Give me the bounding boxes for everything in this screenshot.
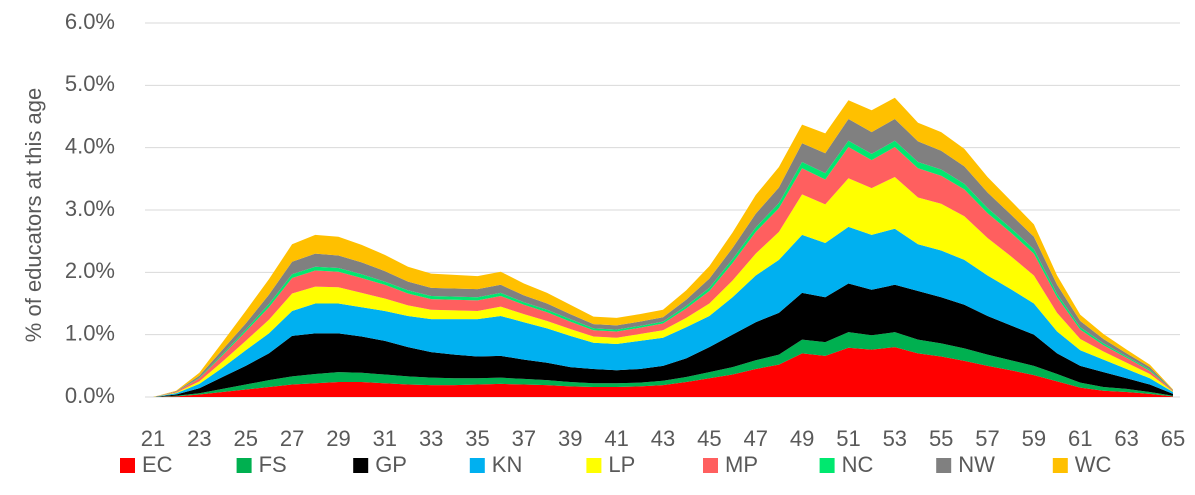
legend-swatch <box>120 458 135 473</box>
x-tick-label: 29 <box>326 426 350 451</box>
legend-swatch <box>936 458 952 473</box>
x-tick-label: 35 <box>465 426 489 451</box>
area <box>153 332 1173 397</box>
legend-label: GP <box>375 452 407 477</box>
legend-swatch <box>586 458 602 473</box>
x-tick-label: 55 <box>929 426 953 451</box>
y-tick-label: 2.0% <box>65 258 115 283</box>
y-tick-label: 0.0% <box>65 383 115 408</box>
x-tick-label: 21 <box>141 426 165 451</box>
area <box>153 97 1173 398</box>
legend-label: LP <box>608 452 635 477</box>
x-tick-label: 59 <box>1022 426 1046 451</box>
legend-label: FS <box>259 452 287 477</box>
x-tick-label: 51 <box>836 426 860 451</box>
legend-label: NC <box>842 452 874 477</box>
area <box>153 347 1173 397</box>
y-tick-label: 5.0% <box>65 71 115 96</box>
x-tick-label: 31 <box>373 426 397 451</box>
x-tick-label: 37 <box>512 426 536 451</box>
x-tick-label: 57 <box>975 426 999 451</box>
x-tick-label: 47 <box>743 426 767 451</box>
legend-label: EC <box>142 452 173 477</box>
x-tick-label: 45 <box>697 426 721 451</box>
x-tick-label: 49 <box>790 426 814 451</box>
x-tick-label: 33 <box>419 426 443 451</box>
x-tick-label: 65 <box>1161 426 1185 451</box>
area <box>153 226 1173 397</box>
legend-swatch <box>236 458 252 473</box>
x-tick-label: 53 <box>883 426 907 451</box>
area <box>153 176 1173 397</box>
y-tick-label: 4.0% <box>65 133 115 158</box>
area <box>153 283 1173 397</box>
x-tick-label: 63 <box>1114 426 1138 451</box>
legend-label: MP <box>725 452 758 477</box>
legend-swatch <box>469 458 485 473</box>
legend-swatch <box>353 458 369 473</box>
legend-label: KN <box>492 452 523 477</box>
y-tick-label: 3.0% <box>65 196 115 221</box>
x-tick-label: 39 <box>558 426 582 451</box>
x-tick-label: 61 <box>1068 426 1092 451</box>
y-axis-label: % of educators at this age <box>21 88 46 342</box>
x-tick-label: 25 <box>233 426 257 451</box>
legend-swatch <box>819 458 835 473</box>
y-tick-label: 1.0% <box>65 320 115 345</box>
x-tick-label: 23 <box>187 426 211 451</box>
legend-label: WC <box>1075 452 1112 477</box>
x-tick-label: 41 <box>604 426 628 451</box>
y-tick-label: 6.0% <box>65 9 115 34</box>
legend-swatch <box>703 458 718 473</box>
legend-swatch <box>1052 458 1068 473</box>
legend-label: NW <box>958 452 995 477</box>
x-tick-label: 27 <box>280 426 304 451</box>
x-tick-label: 43 <box>651 426 675 451</box>
